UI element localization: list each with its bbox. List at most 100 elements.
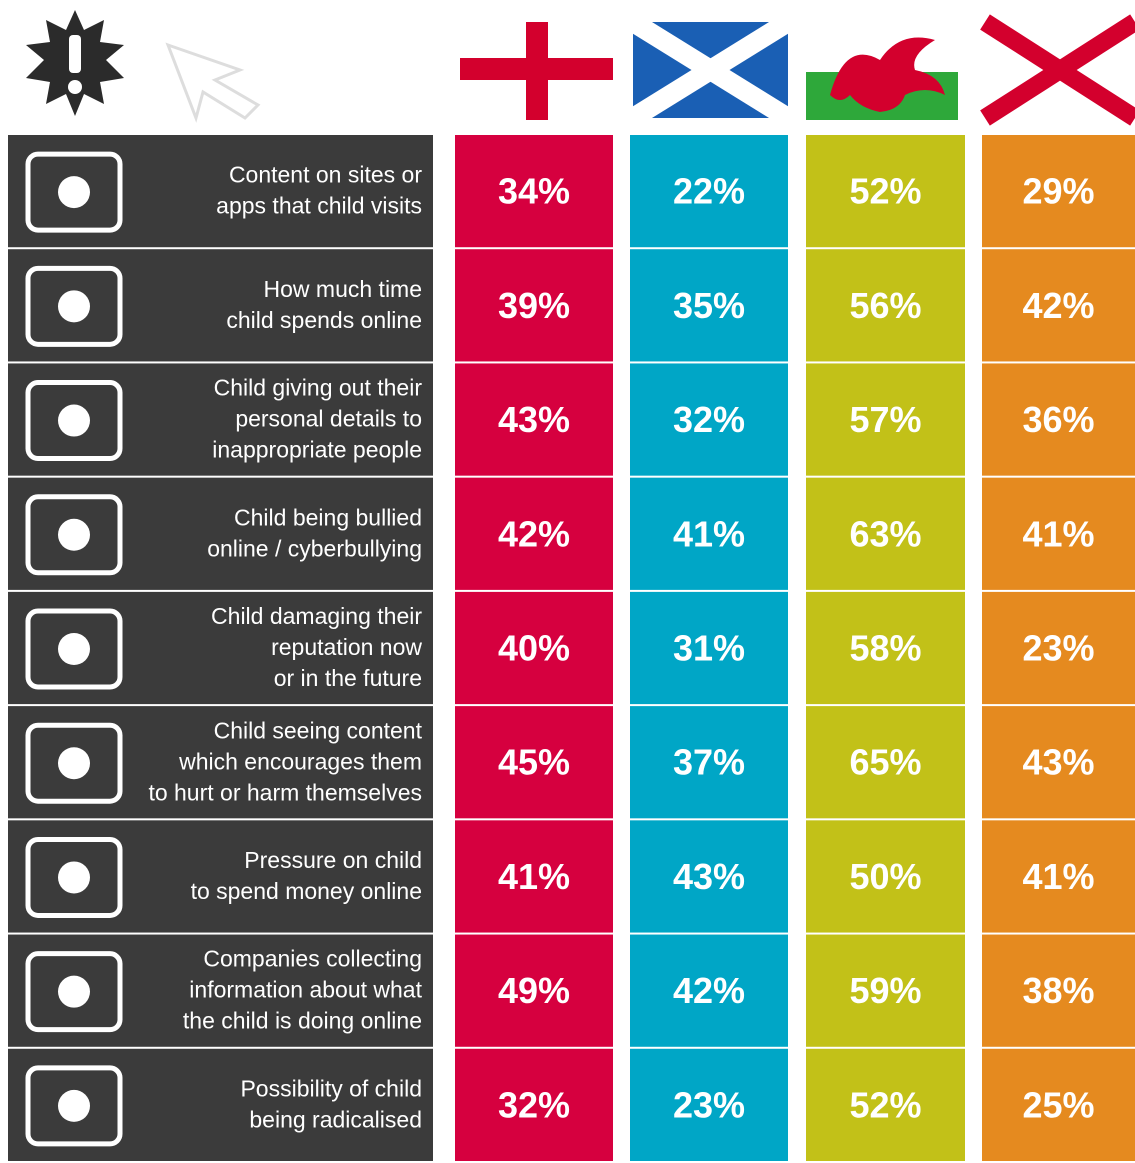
value-cell xyxy=(455,820,613,933)
row-icon xyxy=(25,608,123,690)
value-cell xyxy=(982,1048,1135,1161)
value-cell xyxy=(630,363,788,476)
row-label: Child seeing content xyxy=(214,717,423,743)
value-text: 31% xyxy=(673,628,745,669)
value-cell xyxy=(630,477,788,590)
icon-shape xyxy=(58,176,90,209)
icon-shape xyxy=(58,975,90,1008)
row-label: inappropriate people xyxy=(212,437,422,463)
value-cell xyxy=(806,706,965,819)
value-text: 43% xyxy=(1022,742,1094,783)
value-cell xyxy=(630,706,788,819)
value-text: 41% xyxy=(498,856,570,897)
value-cell xyxy=(982,363,1135,476)
value-cell xyxy=(982,591,1135,705)
row-label: online / cyberbullying xyxy=(207,535,422,561)
value-text: 43% xyxy=(498,399,570,440)
row-label: Companies collecting xyxy=(203,946,422,972)
icon-shape xyxy=(58,404,90,437)
icon-shape xyxy=(58,633,90,665)
icon-shape xyxy=(58,747,90,780)
row-label: information about what xyxy=(189,977,422,1003)
value-cell xyxy=(806,135,965,248)
row-label: Possibility of child xyxy=(240,1075,422,1101)
header xyxy=(26,10,1135,127)
icon-shape xyxy=(25,1065,123,1147)
row-label: How much time xyxy=(264,276,422,302)
value-text: 25% xyxy=(1022,1084,1094,1125)
wales-flag xyxy=(806,37,958,120)
icon-shape xyxy=(25,722,123,804)
icon-shape xyxy=(58,290,90,323)
cursor-icon xyxy=(165,42,261,123)
value-text: 50% xyxy=(849,856,921,897)
value-cell xyxy=(455,591,613,705)
value-text: 42% xyxy=(498,513,570,554)
icon-shape xyxy=(25,151,123,233)
row-icon xyxy=(25,836,123,918)
row-label: apps that child visits xyxy=(216,193,422,219)
value-text: 23% xyxy=(673,1084,745,1125)
value-cell xyxy=(806,820,965,933)
value-cell xyxy=(455,1048,613,1161)
value-text: 65% xyxy=(849,742,921,783)
row-icon xyxy=(25,151,123,233)
value-text: 41% xyxy=(673,513,745,554)
value-text: 58% xyxy=(849,628,921,669)
value-text: 57% xyxy=(849,399,921,440)
warning-mark xyxy=(69,35,81,73)
icon-shape xyxy=(25,265,123,347)
row-icon xyxy=(25,1065,123,1147)
value-cell xyxy=(806,934,965,1047)
value-text: 38% xyxy=(1022,970,1094,1011)
value-cell xyxy=(982,477,1135,590)
value-cell xyxy=(630,249,788,362)
value-cell xyxy=(455,135,613,248)
row-label: Pressure on child xyxy=(244,847,422,873)
value-text: 39% xyxy=(498,285,570,326)
england-flag xyxy=(460,22,613,120)
value-cell xyxy=(806,1048,965,1161)
value-cell xyxy=(982,934,1135,1047)
value-text: 42% xyxy=(1022,285,1094,326)
row-icon xyxy=(25,265,123,347)
value-cell xyxy=(806,477,965,590)
value-text: 52% xyxy=(849,1084,921,1125)
value-text: 45% xyxy=(498,742,570,783)
value-text: 32% xyxy=(673,399,745,440)
row-label: Content on sites or xyxy=(229,162,422,188)
value-text: 37% xyxy=(673,742,745,783)
value-text: 52% xyxy=(849,171,921,212)
value-cell xyxy=(806,591,965,705)
value-cell xyxy=(806,249,965,362)
value-text: 43% xyxy=(673,856,745,897)
icon-shape xyxy=(25,951,123,1033)
value-text: 42% xyxy=(673,970,745,1011)
value-text: 23% xyxy=(1022,628,1094,669)
northern-ireland-flag xyxy=(980,14,1135,126)
value-text: 49% xyxy=(498,970,570,1011)
table: Content on sites or apps that child visit… xyxy=(8,135,1135,1161)
scotland-flag xyxy=(627,13,794,127)
row-label: being radicalised xyxy=(249,1106,422,1132)
value-text: 40% xyxy=(498,628,570,669)
row-label: the child is doing online xyxy=(183,1008,422,1034)
row-label: reputation now xyxy=(271,634,422,660)
icon-shape xyxy=(25,608,123,690)
value-cell xyxy=(455,363,613,476)
row-label: personal details to xyxy=(235,406,422,432)
value-cell xyxy=(982,135,1135,248)
value-cell xyxy=(455,249,613,362)
row-label: Child damaging their xyxy=(211,603,422,629)
value-text: 36% xyxy=(1022,399,1094,440)
row-icon xyxy=(25,722,123,804)
value-cell xyxy=(455,477,613,590)
value-cell xyxy=(806,363,965,476)
value-text: 41% xyxy=(1022,856,1094,897)
row-label: to spend money online xyxy=(191,878,422,904)
value-text: 63% xyxy=(849,513,921,554)
value-cell xyxy=(982,249,1135,362)
value-cell xyxy=(630,820,788,933)
value-text: 59% xyxy=(849,970,921,1011)
